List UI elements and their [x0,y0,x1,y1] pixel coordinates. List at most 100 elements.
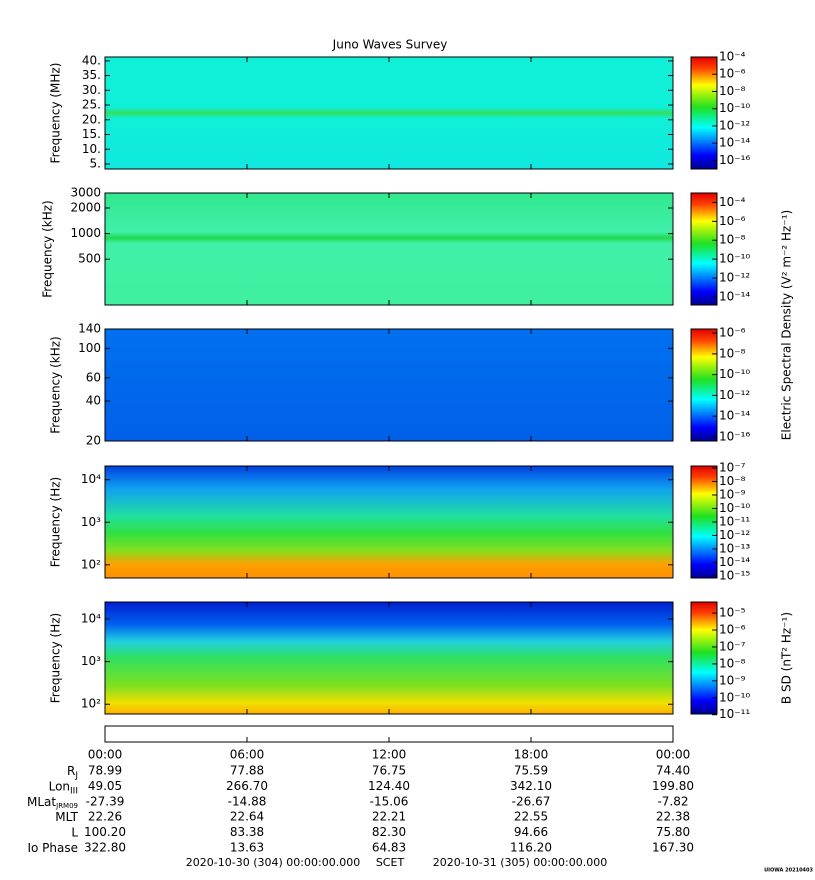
ephemeris-label-text: L [71,825,78,839]
colorbar-tick-label: 10⁻⁶ [719,623,746,637]
colorbar-tick-label: 10⁻¹⁴ [719,289,750,303]
y-tick-label: 10. [82,142,101,156]
ephemeris-value: 199.80 [652,779,694,793]
spectrogram [105,602,673,714]
colorbar-tick-label: 10⁻⁸ [719,84,746,98]
chart-title: Juno Waves Survey [332,38,448,52]
ephemeris-label-text: MLat [27,794,56,808]
y-tick-label: 25. [82,98,101,112]
ephemeris-value: 78.99 [88,764,122,778]
colorbar-tick-label: 10⁻¹¹ [719,707,750,721]
ephemeris-label-text: Io Phase [27,841,78,855]
y-axis-label: Frequency (kHz) [49,336,63,433]
y-tick-label: 500 [78,252,101,266]
colorbar-tick-label: 10⁻¹¹ [719,514,750,528]
y-tick-label: 100 [78,341,101,355]
ephemeris-value: 13.63 [230,841,264,855]
y-axis-label: Frequency (Hz) [49,477,63,568]
colorbar-tick-label: 10⁻¹² [719,118,750,132]
colorbar-tick-label: 10⁻⁸ [719,474,746,488]
colorbar-tick-label: 10⁻⁴ [719,50,746,64]
y-tick-label: 20. [82,112,101,126]
x-tick-label: 00:00 [656,748,691,762]
ephemeris-value: 49.05 [88,779,122,793]
colorbar-tick-label: 10⁻¹² [719,388,750,402]
ephemeris-label-sub: III [70,786,78,796]
colorbar-tick-label: 10⁻⁸ [719,346,746,360]
colorbar-label: B SD (nT² Hz⁻¹) [780,612,794,704]
ephemeris-value: 74.40 [656,764,690,778]
ephemeris-label: Io Phase [27,841,78,855]
ephemeris-label-sub: J [74,771,78,781]
x-tick-label: 06:00 [230,748,265,762]
ephemeris-value: 75.59 [514,764,548,778]
ephemeris-label-text: Lon [49,779,70,793]
ephemeris-value: 116.20 [510,841,552,855]
colorbar-tick-label: 10⁻¹² [719,271,750,285]
y-tick-label: 10³ [81,654,101,668]
ephemeris-label-sub: JRM09 [55,802,78,810]
colorbar-tick-label: 10⁻⁶ [719,214,746,228]
ephemeris-label: RJ [67,764,78,781]
ephemeris-value: 167.30 [652,841,694,855]
colorbar-tick-label: 10⁻¹⁴ [719,555,750,569]
colorbar-tick-label: 10⁻⁵ [719,606,746,620]
y-tick-label: 15. [82,127,101,141]
colorbar-tick-label: 10⁻⁴ [719,195,746,209]
y-tick-label: 10² [81,697,101,711]
colorbar-tick-label: 10⁻⁷ [719,460,746,474]
y-tick-label: 40. [82,53,101,67]
y-axis-label: Frequency (kHz) [41,200,55,297]
ephemeris-value: 322.80 [84,841,126,855]
x-tick-label: 00:00 [88,748,123,762]
colorbar-tick-label: 10⁻¹⁴ [719,136,750,150]
ephemeris-label-text: R [67,764,75,778]
y-tick-label: 2000 [70,200,101,214]
ephemeris-value: 22.55 [514,810,548,824]
colorbar [690,192,718,306]
colorbar-tick-label: 10⁻⁹ [719,487,746,501]
colorbar-tick-label: 10⁻¹⁰ [719,690,750,704]
colorbar-tick-label: 10⁻¹⁰ [719,367,750,381]
ephemeris-value: -26.67 [512,794,551,808]
ephemeris-value: 83.38 [230,825,264,839]
ephemeris-value: 22.38 [656,810,690,824]
colorbar-tick-label: 10⁻¹² [719,528,750,542]
colorbar-tick-label: 10⁻¹⁶ [719,153,750,167]
spectrogram [105,329,673,441]
y-tick-label: 10² [81,557,101,571]
y-tick-label: 30. [82,83,101,97]
colorbar [690,601,718,715]
colorbar-label: Electric Spectral Density (V² m⁻² Hz⁻¹) [780,210,794,440]
spectrogram [105,193,673,305]
colorbar-tick-label: 10⁻¹³ [719,541,750,555]
colorbar [690,328,718,442]
colorbar-tick-label: 10⁻¹⁶ [719,429,750,443]
ephemeris-value: 82.30 [372,825,406,839]
x-tick-label: 12:00 [372,748,407,762]
y-tick-label: 10³ [81,515,101,529]
y-tick-label: 10⁴ [81,472,101,486]
y-tick-label: 20 [86,434,101,448]
ephemeris-value: 76.75 [372,764,406,778]
ephemeris-label: MLT [55,810,78,824]
ephemeris-label: LonIII [49,779,78,796]
y-tick-label: 140 [78,322,101,336]
ephemeris-value: 22.26 [88,810,122,824]
ephemeris-value: -27.39 [86,794,125,808]
ephemeris-value: -7.82 [657,794,688,808]
start-time: 2020-10-30 (304) 00:00:00.000 [186,856,360,869]
y-tick-label: 5. [90,156,101,170]
colorbar-tick-label: 10⁻⁸ [719,656,746,670]
colorbar [690,56,718,170]
colorbar-tick-label: 10⁻¹⁰ [719,501,750,515]
colorbar-tick-label: 10⁻⁷ [719,639,746,653]
y-tick-label: 1000 [70,226,101,240]
ephemeris-value: 22.21 [372,810,406,824]
colorbar-tick-label: 10⁻⁸ [719,233,746,247]
y-tick-label: 10⁴ [81,611,101,625]
colorbar-tick-label: 10⁻¹⁰ [719,101,750,115]
ephemeris-value: -14.88 [228,794,267,808]
y-tick-label: 60 [86,370,101,384]
